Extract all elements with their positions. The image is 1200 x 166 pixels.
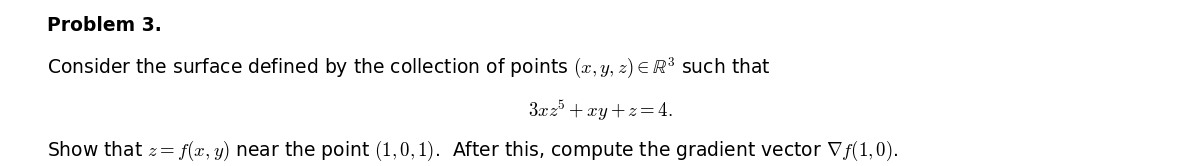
Text: Show that $z = f(x, y)$ near the point $(1, 0, 1)$.  After this, compute the gra: Show that $z = f(x, y)$ near the point $… (47, 139, 899, 163)
Text: Problem 3.: Problem 3. (47, 16, 162, 35)
Text: Consider the surface defined by the collection of points $(x, y, z) \in \mathbb{: Consider the surface defined by the coll… (47, 56, 770, 81)
Text: $3xz^5 + xy + z = 4.$: $3xz^5 + xy + z = 4.$ (528, 98, 672, 123)
